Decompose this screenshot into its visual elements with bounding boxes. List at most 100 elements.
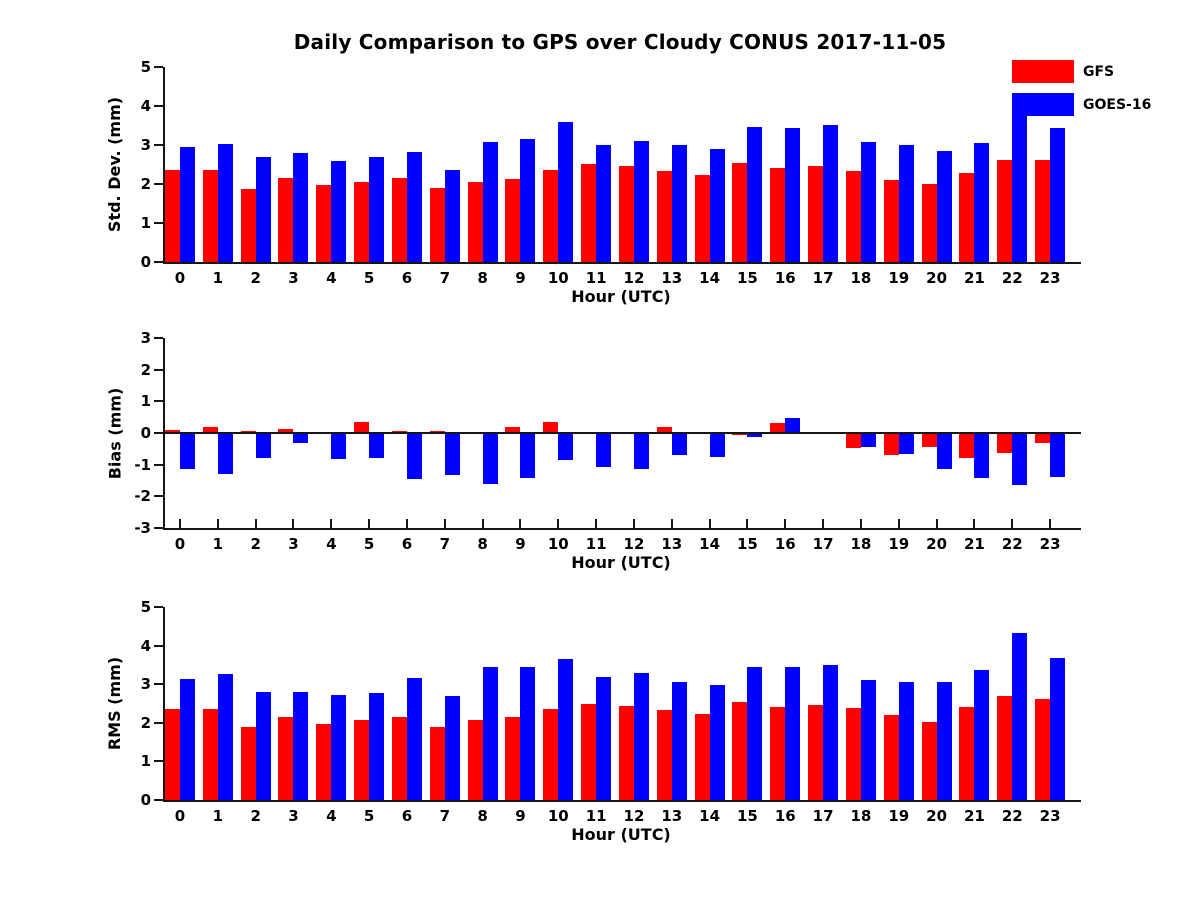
x-axis-tick-label: 3 xyxy=(288,269,299,287)
y-axis-tick-label: 0 xyxy=(140,791,151,809)
gfs-bar xyxy=(543,169,559,262)
goes16-bar xyxy=(936,433,952,470)
goes16-bar xyxy=(1050,433,1066,477)
x-axis-tick-label: 9 xyxy=(515,535,526,553)
gfs-bar xyxy=(505,717,521,800)
gfs-bar xyxy=(278,716,294,800)
y-axis-tick-label: -3 xyxy=(134,519,151,537)
gfs-bar xyxy=(316,723,332,800)
goes16-bar xyxy=(785,667,801,800)
x-axis-tick-label: 6 xyxy=(401,807,413,825)
gfs-bar xyxy=(354,182,370,262)
goes16-color-swatch xyxy=(1012,93,1074,116)
gfs-bar xyxy=(1035,160,1051,262)
goes16-bar xyxy=(444,696,460,800)
x-axis-tick-label: 8 xyxy=(477,535,488,553)
goes16-bar xyxy=(898,145,914,262)
y-axis-tick-label: 4 xyxy=(140,636,151,655)
gfs-bar xyxy=(240,188,256,262)
y-axis-tick-label: 2 xyxy=(140,713,151,732)
gfs-bar xyxy=(202,427,218,433)
gfs-bar xyxy=(770,706,786,800)
y-axis-tick-label: -1 xyxy=(134,455,151,474)
x-axis-tick-label: 17 xyxy=(812,269,834,287)
goes16-bar xyxy=(1012,433,1028,486)
gfs-bar xyxy=(694,174,710,262)
goes16-bar xyxy=(293,691,309,800)
y-axis-tick xyxy=(154,66,163,68)
x-axis-tick-label: 15 xyxy=(737,269,758,287)
goes16-bar xyxy=(709,148,725,262)
x-axis-tick-label: 16 xyxy=(774,269,796,287)
x-axis-inner-tick xyxy=(708,519,711,528)
y-axis-tick xyxy=(154,183,163,185)
x-axis-tick-label: 13 xyxy=(661,535,683,553)
x-axis-tick-label: 0 xyxy=(174,807,186,825)
x-axis-inner-tick xyxy=(216,519,219,528)
y-axis-tick xyxy=(154,799,163,801)
goes16-bar xyxy=(860,433,876,447)
gfs-bar xyxy=(165,429,180,433)
rms-chart-plot-area: 0 1 2 3 4 5 0 1 2 3 4 5 6 7 8 9 10 11 12 13 14 15 16 17 18 19 20 21… xyxy=(141,598,1081,824)
x-axis-inner-tick xyxy=(859,519,862,528)
x-axis-tick-label: 23 xyxy=(1039,269,1061,287)
y-axis-tick-label: 1 xyxy=(140,752,151,771)
x-axis-tick-label: 2 xyxy=(250,535,261,553)
x-axis-tick-label: 14 xyxy=(699,807,721,825)
goes16-bar xyxy=(671,433,687,456)
gfs-bar xyxy=(429,187,445,262)
x-axis-tick-label: 20 xyxy=(926,807,948,825)
x-axis-inner-tick xyxy=(292,519,295,528)
legend: GFS GOES-16 xyxy=(1012,60,1151,126)
gfs-bar xyxy=(808,705,824,800)
goes16-bar xyxy=(785,128,801,262)
goes16-bar xyxy=(293,153,309,262)
x-axis-tick-label: 4 xyxy=(326,807,337,825)
chart-title: Daily Comparison to GPS over Cloudy CONU… xyxy=(293,30,947,54)
y-axis-tick-label: 0 xyxy=(140,253,151,271)
gfs-bar xyxy=(656,426,672,433)
goes16-bar xyxy=(671,681,687,800)
goes16-bar xyxy=(974,142,990,262)
goes16-bar xyxy=(369,433,385,459)
x-axis-tick-label: 11 xyxy=(585,807,607,825)
goes16-bar xyxy=(558,659,574,800)
y-axis-tick-label: 2 xyxy=(140,175,151,193)
bias-x-axis-label: Hour (UTC) xyxy=(571,553,671,572)
x-axis-tick-label: 15 xyxy=(737,807,758,825)
gfs-bar xyxy=(618,705,634,800)
goes16-bar xyxy=(217,144,233,262)
x-axis-tick-label: 5 xyxy=(363,269,375,287)
x-axis-inner-tick xyxy=(784,519,787,528)
y-axis-tick xyxy=(154,721,163,724)
gfs-bar xyxy=(543,708,559,800)
x-axis-tick-label: 14 xyxy=(699,269,721,287)
y-axis-tick-label: 3 xyxy=(140,329,151,347)
goes16-bar xyxy=(785,417,801,433)
x-axis-tick-label: 12 xyxy=(623,807,645,825)
gfs-bar xyxy=(354,421,370,433)
x-axis-inner-tick xyxy=(1049,519,1052,528)
x-axis-tick-label: 7 xyxy=(439,807,451,825)
gfs-color-swatch xyxy=(1012,60,1074,83)
gfs-bar xyxy=(581,164,597,262)
x-axis-tick-label: 22 xyxy=(1001,807,1023,825)
x-axis-tick-label: 1 xyxy=(212,269,224,287)
goes16-bar xyxy=(974,670,990,800)
x-axis-tick-label: 18 xyxy=(850,535,872,553)
x-axis-inner-tick xyxy=(935,519,938,528)
goes16-bar xyxy=(709,433,725,458)
gfs-bar xyxy=(656,710,672,800)
gfs-bar xyxy=(883,714,899,800)
goes16-bar xyxy=(331,161,347,262)
goes16-bar xyxy=(1050,657,1066,800)
gfs-bar xyxy=(694,713,710,800)
goes16-bar xyxy=(331,695,347,800)
goes16-bar xyxy=(633,141,649,262)
x-axis-tick-label: 13 xyxy=(661,807,683,825)
goes16-bar xyxy=(520,433,536,479)
goes16-bar xyxy=(747,667,763,800)
x-axis-tick-label: 2 xyxy=(250,269,261,287)
x-axis-tick-label: 3 xyxy=(288,535,299,553)
gfs-bar xyxy=(997,695,1013,800)
